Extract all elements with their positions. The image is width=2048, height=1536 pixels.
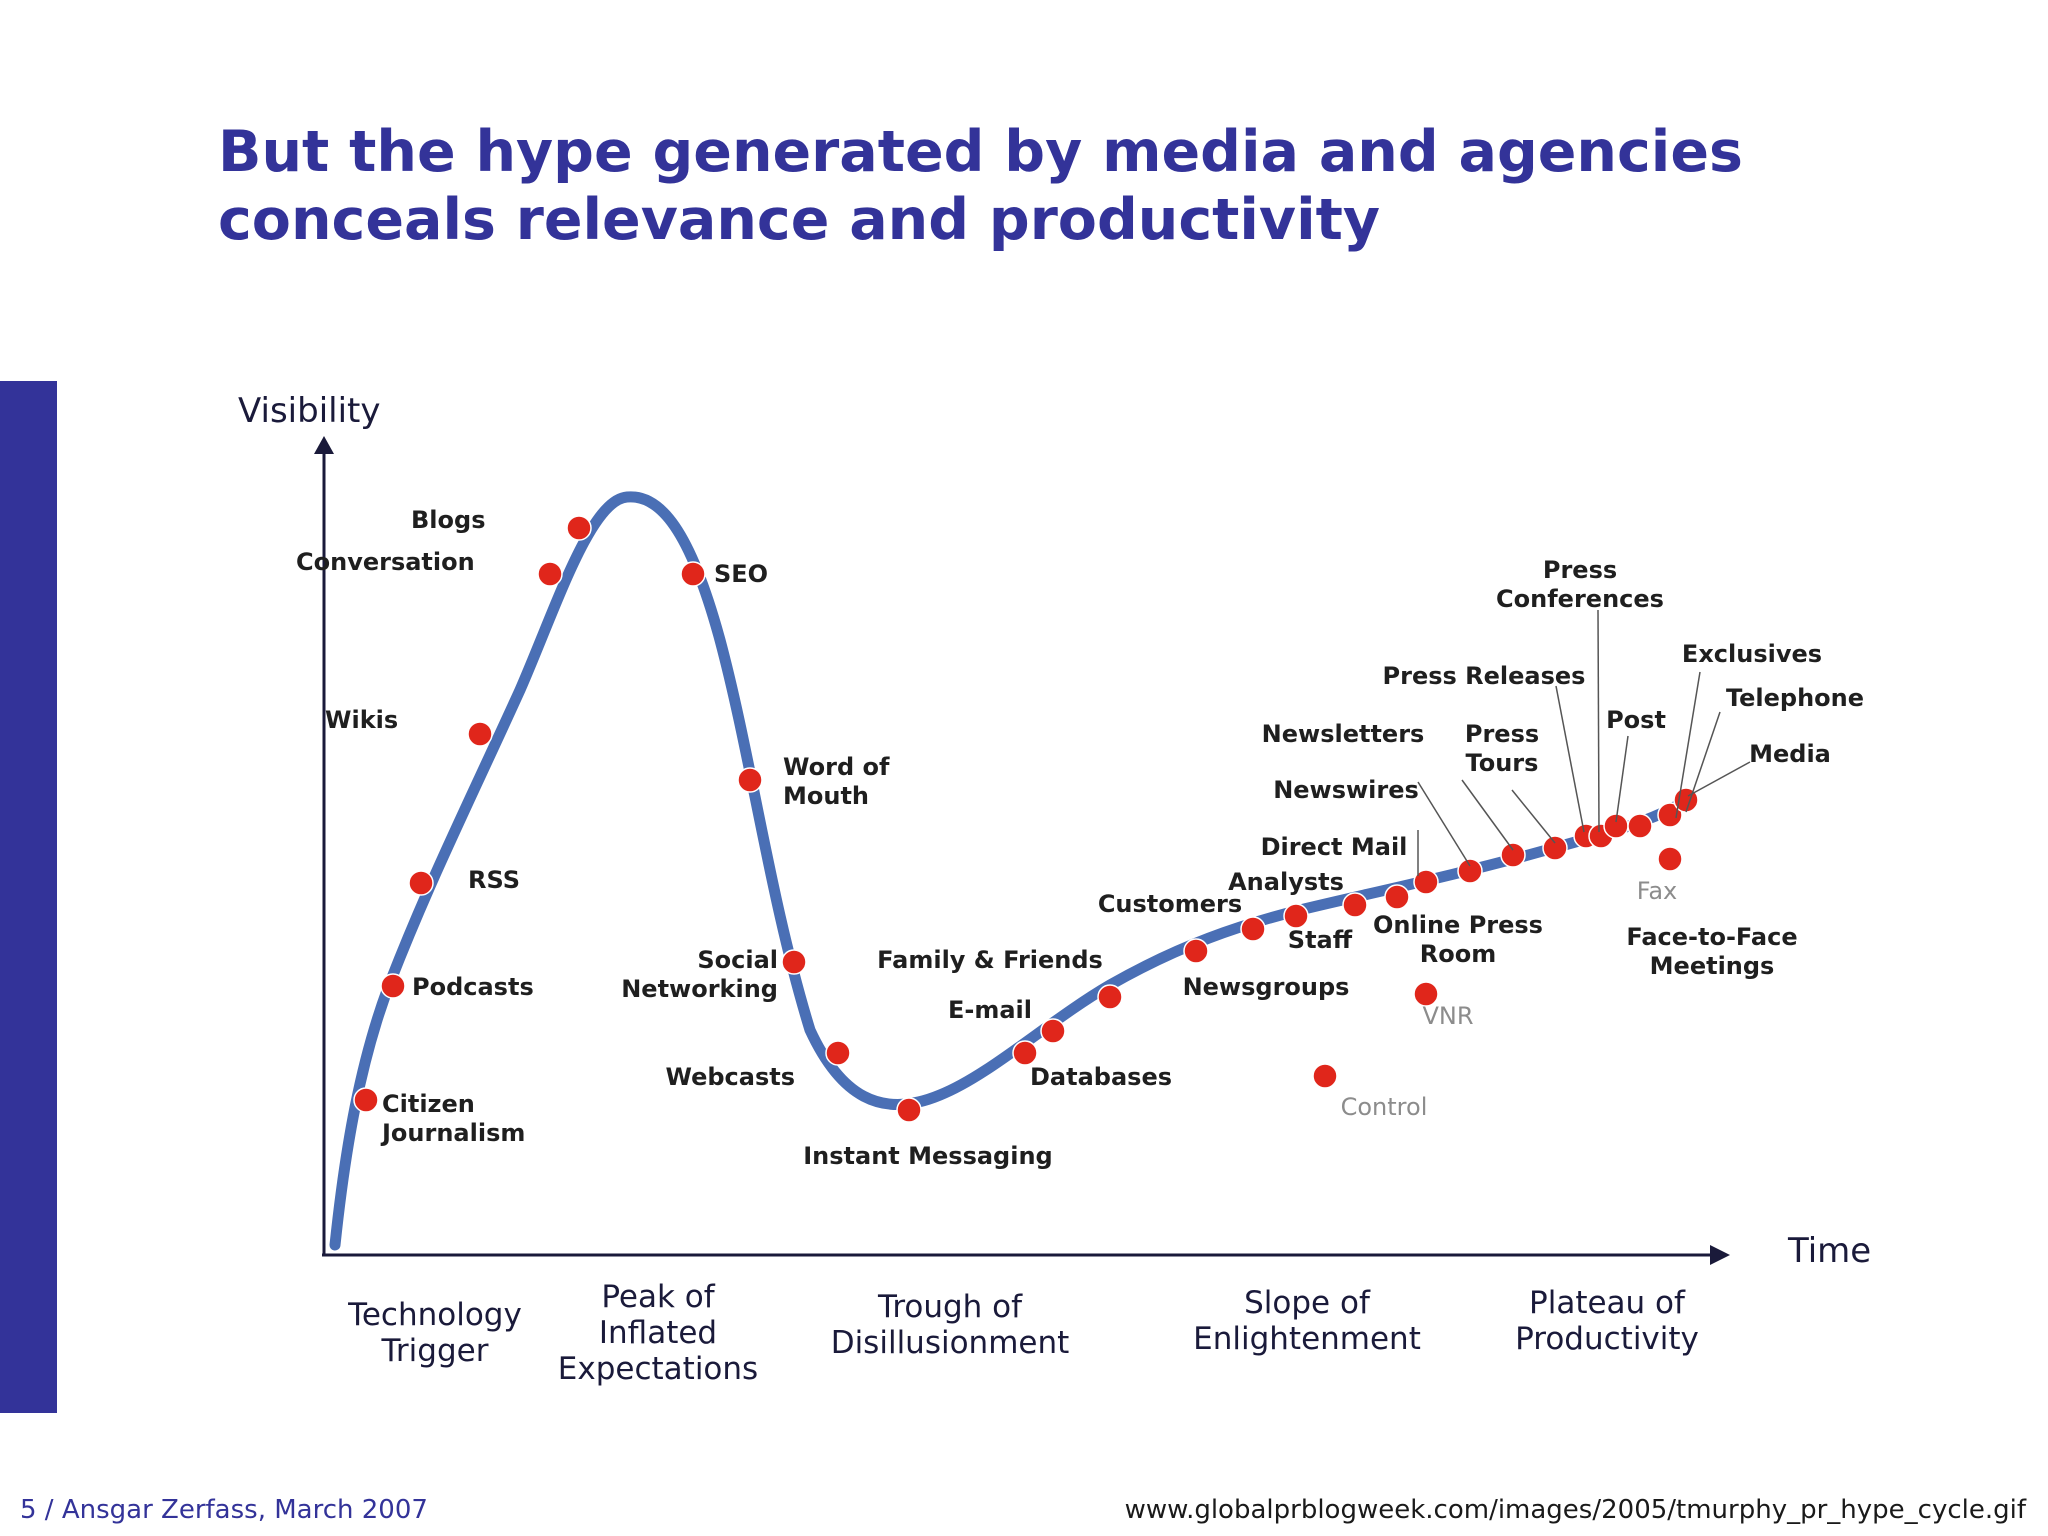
phase-plateau-of-productivity: Plateau of Productivity xyxy=(1515,1285,1699,1357)
label-social-networking: Social Networking xyxy=(621,946,778,1003)
y-axis-arrow-icon xyxy=(314,436,334,454)
label-instant-messaging: Instant Messaging xyxy=(803,1142,1052,1170)
leader-media xyxy=(1687,761,1751,797)
label-e-mail: E-mail xyxy=(948,996,1032,1024)
marker-online-press-room xyxy=(1384,884,1410,910)
label-media: Media xyxy=(1749,740,1831,768)
phase-labels: Technology Trigger Peak of Inflated Expectat… xyxy=(347,1279,1699,1387)
leader-press-tours xyxy=(1511,789,1556,844)
marker-vnr xyxy=(1413,981,1439,1007)
label-vnr: VNR xyxy=(1422,1002,1473,1030)
marker-direct-mail xyxy=(1413,869,1439,895)
marker-wikis xyxy=(467,721,493,747)
label-exclusives: Exclusives xyxy=(1682,640,1822,668)
label-fax: Fax xyxy=(1637,877,1678,905)
leader-press-releases xyxy=(1555,685,1585,833)
leader-telephone xyxy=(1685,711,1721,813)
marker-word-of-mouth xyxy=(737,767,763,793)
marker-customers xyxy=(1240,916,1266,942)
label-newsletters: Newsletters xyxy=(1262,720,1425,748)
marker-e-mail xyxy=(1040,1018,1066,1044)
label-blogs: Blogs xyxy=(411,506,485,534)
marker-rss xyxy=(408,870,434,896)
footer-author: 5 / Ansgar Zerfass, March 2007 xyxy=(20,1495,428,1525)
phase-slope-of-enlightenment: Slope of Enlightenment xyxy=(1193,1285,1421,1357)
label-direct-mail: Direct Mail xyxy=(1261,833,1408,861)
label-seo: SEO xyxy=(714,560,768,588)
leader-press-conferences xyxy=(1597,609,1600,833)
label-citizen-journalism: Citizen Journalism xyxy=(380,1090,525,1147)
label-databases: Databases xyxy=(1030,1063,1172,1091)
leader-post xyxy=(1615,735,1629,823)
slide-title-line-1: But the hype generated by media and agen… xyxy=(218,119,1743,185)
label-rss: RSS xyxy=(468,866,520,894)
label-word-of-mouth: Word of Mouth xyxy=(783,753,890,810)
marker-staff xyxy=(1283,903,1309,929)
label-podcasts: Podcasts xyxy=(412,973,534,1001)
marker-family-friends xyxy=(1097,984,1123,1010)
hype-curve xyxy=(329,491,1696,1251)
leader-lines xyxy=(1417,609,1751,876)
label-wikis: Wikis xyxy=(325,706,398,734)
marker-telephone xyxy=(1657,802,1683,828)
leader-newswires xyxy=(1417,781,1471,867)
marker-press-tours xyxy=(1542,835,1568,861)
phase-technology-trigger: Technology Trigger xyxy=(347,1297,522,1369)
label-post: Post xyxy=(1606,706,1666,734)
label-staff: Staff xyxy=(1288,926,1353,954)
label-newsgroups: Newsgroups xyxy=(1183,973,1350,1001)
label-control: Control xyxy=(1341,1093,1428,1121)
leader-newsletters xyxy=(1461,779,1514,851)
x-axis-label: Time xyxy=(1787,1231,1871,1271)
marker-newsletters xyxy=(1500,842,1526,868)
y-axis-label: Visibility xyxy=(238,391,381,431)
marker-podcasts xyxy=(380,973,406,999)
label-analysts: Analysts xyxy=(1228,868,1344,896)
marker-instant-messaging xyxy=(896,1097,922,1123)
hype-markers xyxy=(353,515,1699,1123)
label-family-friends: Family & Friends xyxy=(877,946,1103,974)
leader-exclusives xyxy=(1675,671,1701,819)
marker-webcasts xyxy=(825,1040,851,1066)
label-press-releases: Press Releases xyxy=(1383,662,1586,690)
marker-blogs xyxy=(566,515,592,541)
item-labels: Citizen Journalism Podcasts RSS Wikis Convers… xyxy=(296,506,1864,1170)
x-axis-arrow-icon xyxy=(1710,1245,1730,1265)
phase-trough-of-disillusionment: Trough of Disillusionment xyxy=(831,1289,1070,1361)
left-accent-bar xyxy=(0,381,57,1413)
label-webcasts: Webcasts xyxy=(665,1063,795,1091)
phase-peak-of-inflated-expectations: Peak of Inflated Expectations xyxy=(558,1279,758,1387)
label-newswires: Newswires xyxy=(1273,776,1419,804)
slide-title-line-2: conceals relevance and productivity xyxy=(218,187,1381,253)
marker-social-networking xyxy=(781,949,807,975)
marker-seo xyxy=(680,561,706,587)
slide-title: But the hype generated by media and agen… xyxy=(218,118,1818,254)
label-online-press-room: Online Press Room xyxy=(1373,911,1543,968)
marker-databases xyxy=(1012,1040,1038,1066)
marker-control xyxy=(1312,1063,1338,1089)
label-press-conferences: Press Conferences xyxy=(1496,556,1664,613)
label-customers: Customers xyxy=(1098,890,1242,918)
label-conversation: Conversation xyxy=(296,548,475,576)
marker-citizen-journalism xyxy=(353,1087,379,1113)
marker-newsgroups xyxy=(1183,938,1209,964)
marker-newswires xyxy=(1457,858,1483,884)
marker-analysts xyxy=(1342,892,1368,918)
label-telephone: Telephone xyxy=(1726,684,1864,712)
marker-face-to-face-meetings xyxy=(1657,846,1683,872)
marker-exclusives xyxy=(1627,813,1653,839)
label-press-tours: Press Tours xyxy=(1465,720,1539,777)
footer-source-url: www.globalprblogweek.com/images/2005/tmu… xyxy=(1124,1495,2026,1525)
label-face-to-face-meetings: Face-to-Face Meetings xyxy=(1626,923,1797,980)
marker-conversation xyxy=(537,561,563,587)
